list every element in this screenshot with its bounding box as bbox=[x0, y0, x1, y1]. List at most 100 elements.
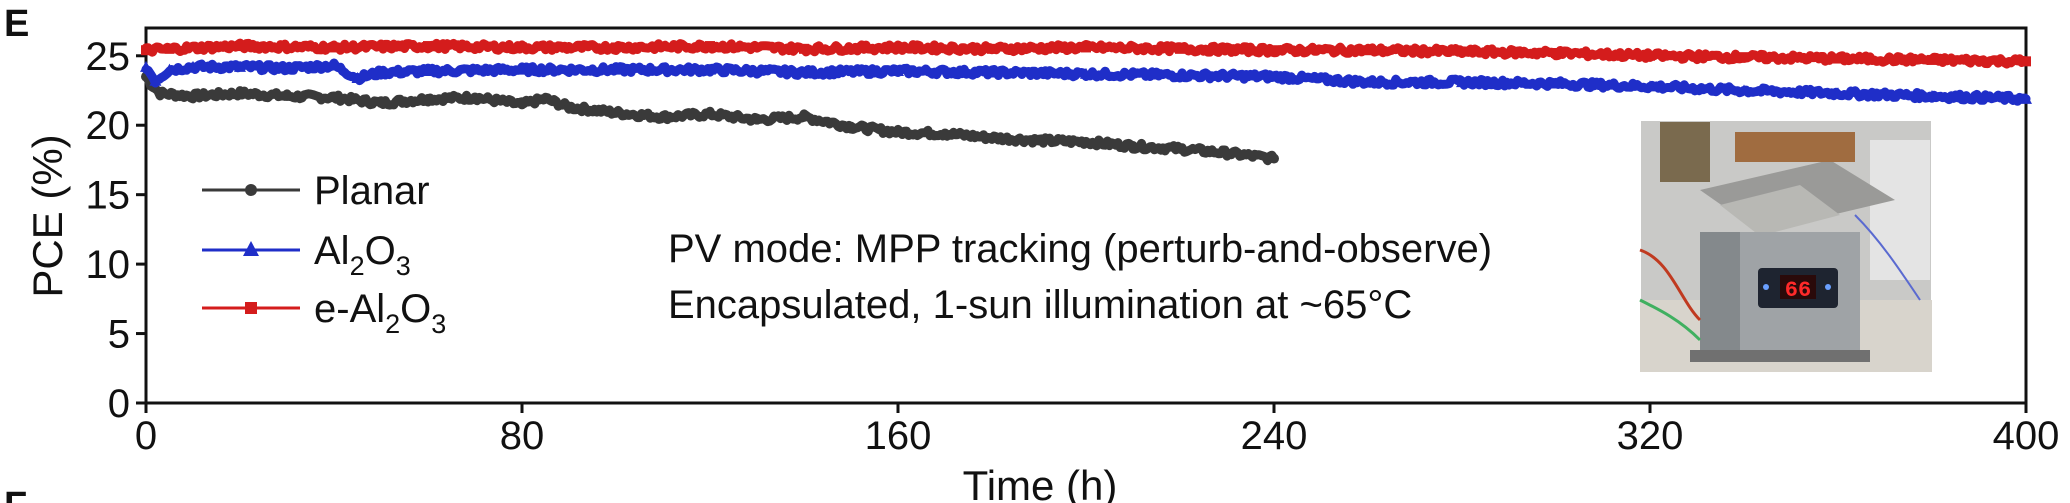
data-point-e-al2o3 bbox=[893, 42, 903, 53]
data-point-planar bbox=[188, 91, 198, 102]
series-al2o3 bbox=[140, 58, 2032, 106]
data-point-planar bbox=[517, 99, 527, 110]
data-point-al2o3 bbox=[1080, 67, 1092, 79]
series-planar bbox=[141, 71, 1279, 166]
data-point-planar bbox=[155, 88, 166, 99]
series-e-al2o3 bbox=[141, 38, 2031, 69]
data-point-planar bbox=[705, 109, 715, 120]
data-point-al2o3 bbox=[375, 66, 387, 78]
data-point-al2o3 bbox=[163, 63, 176, 75]
legend-label-al2o3: Al2O3 bbox=[314, 229, 411, 281]
y-tick-label: 0 bbox=[108, 382, 130, 426]
data-point-e-al2o3 bbox=[423, 41, 433, 52]
data-point-al2o3 bbox=[704, 63, 716, 75]
data-point-planar bbox=[799, 111, 809, 122]
x-tick-label: 240 bbox=[1241, 414, 1308, 458]
inset-display-screen bbox=[1780, 275, 1816, 299]
data-point-planar bbox=[893, 127, 903, 138]
y-tick-label: 15 bbox=[86, 174, 131, 218]
legend-item-e-al2o3: e-Al2O3 bbox=[202, 287, 446, 339]
data-point-al2o3 bbox=[187, 60, 199, 72]
x-axis-title: Time (h) bbox=[963, 462, 1118, 503]
data-point-al2o3 bbox=[892, 65, 904, 77]
data-point-e-al2o3 bbox=[2021, 56, 2031, 67]
legend-al2o3-part2: O bbox=[365, 229, 396, 273]
data-point-al2o3 bbox=[422, 65, 434, 77]
data-point-e-al2o3 bbox=[987, 43, 997, 54]
data-point-al2o3 bbox=[2020, 92, 2032, 104]
data-point-al2o3 bbox=[1362, 76, 1374, 88]
data-point-e-al2o3 bbox=[164, 43, 175, 54]
data-point-planar bbox=[752, 114, 762, 125]
data-point-e-al2o3 bbox=[799, 43, 809, 54]
data-point-planar bbox=[1128, 141, 1138, 152]
legend-al2o3-part1: Al bbox=[314, 229, 350, 273]
series-layer bbox=[140, 38, 2032, 166]
data-point-planar bbox=[282, 91, 292, 102]
data-point-al2o3 bbox=[328, 59, 340, 71]
data-point-al2o3 bbox=[516, 63, 528, 75]
data-point-planar bbox=[1269, 153, 1279, 164]
data-point-planar bbox=[235, 88, 245, 99]
legend-marker-al2o3 bbox=[243, 241, 259, 256]
data-point-e-al2o3 bbox=[1551, 48, 1561, 58]
data-point-al2o3 bbox=[1926, 90, 1938, 102]
data-point-e-al2o3 bbox=[517, 42, 527, 53]
y-tick-label: 10 bbox=[86, 243, 131, 287]
data-point-e-al2o3 bbox=[235, 41, 245, 52]
data-point-al2o3 bbox=[1832, 87, 1844, 99]
data-point-al2o3 bbox=[1550, 77, 1562, 89]
legend-item-al2o3: Al2O3 bbox=[202, 229, 411, 281]
panel-label-f: F bbox=[4, 485, 27, 503]
data-point-e-al2o3 bbox=[611, 42, 621, 53]
legend-al2o3-sub2: 3 bbox=[396, 251, 411, 281]
y-tick-label: 25 bbox=[86, 35, 131, 79]
legend-e-al2o3-sub1: 2 bbox=[385, 309, 400, 339]
data-point-al2o3 bbox=[140, 60, 152, 72]
legend-item-planar: Planar bbox=[202, 169, 430, 213]
data-point-planar bbox=[540, 93, 551, 104]
data-point-e-al2o3 bbox=[1833, 53, 1843, 64]
data-point-e-al2o3 bbox=[1927, 54, 1937, 65]
data-point-al2o3 bbox=[798, 66, 810, 78]
data-point-al2o3 bbox=[1268, 70, 1280, 82]
legend: Planar Al2O3 e-Al2O3 bbox=[202, 169, 446, 339]
x-tick-label: 80 bbox=[500, 414, 545, 458]
data-point-e-al2o3 bbox=[1269, 45, 1279, 56]
data-point-al2o3 bbox=[1456, 76, 1468, 88]
legend-marker-e-al2o3 bbox=[245, 302, 257, 314]
data-point-al2o3 bbox=[986, 66, 998, 78]
data-point-al2o3 bbox=[281, 62, 293, 74]
data-point-planar bbox=[987, 132, 997, 143]
inset-display-value: 66 bbox=[1785, 278, 1811, 303]
legend-al2o3-sub1: 2 bbox=[350, 251, 365, 281]
x-tick-label: 160 bbox=[865, 414, 932, 458]
data-point-e-al2o3 bbox=[1081, 42, 1091, 53]
data-point-planar bbox=[1175, 143, 1185, 154]
y-axis-title: PCE (%) bbox=[24, 134, 71, 297]
data-point-planar bbox=[1222, 148, 1232, 158]
y-tick-label: 20 bbox=[86, 104, 131, 148]
data-point-planar bbox=[564, 102, 574, 113]
data-point-planar bbox=[423, 93, 433, 104]
plot-frame bbox=[144, 26, 2028, 405]
data-point-e-al2o3 bbox=[1363, 45, 1373, 56]
data-point-e-al2o3 bbox=[141, 45, 151, 56]
data-point-planar bbox=[376, 98, 386, 108]
annotation-conditions: Encapsulated, 1-sun illumination at ~65°… bbox=[668, 283, 1412, 327]
legend-label-planar: Planar bbox=[314, 169, 430, 213]
inset-photo: 66 bbox=[1639, 119, 1933, 373]
legend-label-e-al2o3: e-Al2O3 bbox=[314, 287, 446, 339]
legend-e-al2o3-sub2: 3 bbox=[431, 309, 446, 339]
data-point-e-al2o3 bbox=[1175, 43, 1185, 54]
data-point-al2o3 bbox=[351, 72, 364, 83]
data-point-al2o3 bbox=[1738, 84, 1750, 96]
annotation-pv-mode: PV mode: MPP tracking (perturb-and-obser… bbox=[668, 227, 1492, 271]
data-point-e-al2o3 bbox=[1457, 46, 1467, 57]
data-point-al2o3 bbox=[1644, 80, 1656, 92]
data-point-planar bbox=[611, 107, 621, 118]
data-point-planar bbox=[470, 92, 480, 103]
x-tick-label: 0 bbox=[135, 414, 157, 458]
data-point-al2o3 bbox=[234, 60, 246, 72]
